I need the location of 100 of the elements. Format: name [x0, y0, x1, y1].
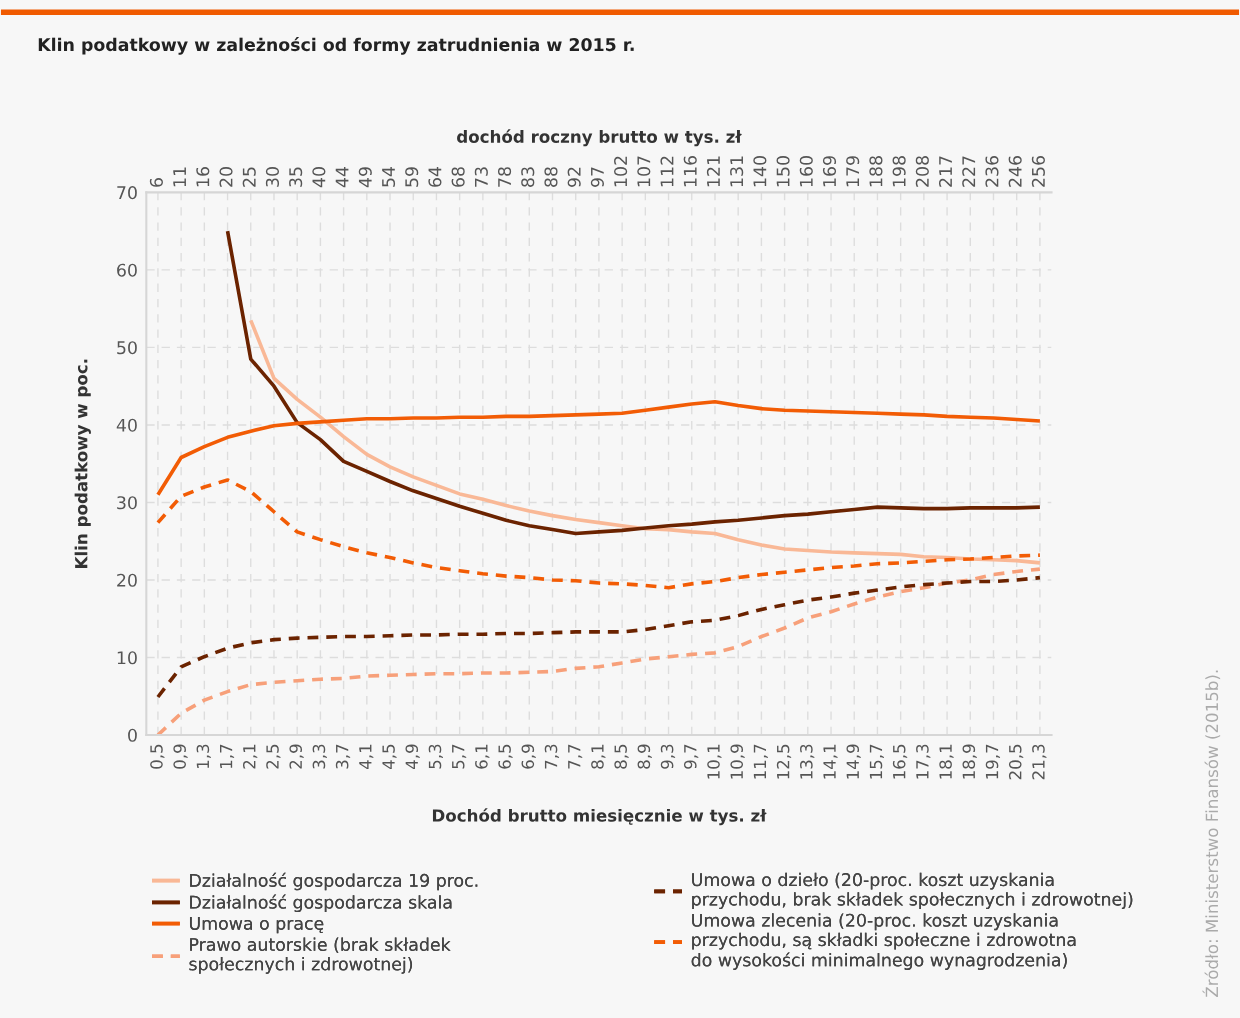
text: 107 [637, 156, 651, 187]
x-tick-label: 8,1 [591, 744, 606, 769]
x-tick-label: 8,5 [614, 744, 629, 769]
x-tick-label: 2,5 [266, 744, 281, 769]
y-tick-label: 0 [128, 728, 137, 742]
text: 236 [985, 156, 999, 187]
text: 49 [358, 167, 372, 188]
x-tick-label: 3,3 [312, 744, 327, 769]
text: 188 [869, 156, 883, 187]
x-axis-title: Dochód brutto miesięcznie w tys. zł [432, 808, 767, 826]
x-tick-label: 13,3 [800, 744, 815, 779]
x-tick-label: 20,5 [1008, 744, 1024, 780]
x-tick-label: 4,1 [359, 744, 374, 770]
text: 102 [614, 156, 628, 187]
x-tick-label: 3,7 [335, 744, 351, 769]
text: 92 [567, 167, 581, 187]
y-tick-label: 70 [117, 186, 137, 200]
text: 131 [730, 156, 744, 187]
text: 6 [149, 178, 163, 187]
text: 44 [335, 166, 349, 188]
y-tick-label: 40 [116, 418, 137, 432]
text: 68 [451, 167, 465, 187]
text: 116 [683, 156, 697, 187]
x-tick-label: 2,9 [289, 744, 304, 769]
y-tick-label: 30 [117, 496, 137, 510]
x-tick-label: 5,3 [428, 744, 443, 769]
text: 97 [590, 167, 604, 187]
x-tick-label: 10,9 [730, 744, 745, 779]
text: 35 [289, 167, 303, 187]
x-tick-label: 2,1 [243, 744, 258, 769]
y-tick-label: 10 [117, 651, 137, 665]
x-tick-label: 1,7 [220, 744, 235, 768]
x-tick-label: 7,3 [544, 744, 560, 769]
x2-axis-title: dochód roczny brutto w tys. zł [457, 129, 742, 147]
x-tick-label: 19,7 [985, 744, 1001, 779]
text: 30 [265, 167, 280, 187]
x-tick-label: 5,7 [452, 744, 467, 769]
legend-label: Umowa zlecenia (20-proc. koszt uzyskania przychodu, są składki społeczne i zdrowotna do wysokości minimalnego wynagrodzenia) [691, 913, 1076, 970]
x-tick-label: 12,5 [776, 744, 792, 779]
legend-label: Umowa o pracę [189, 916, 324, 934]
x-tick-label: 18,1 [939, 744, 954, 779]
y-tick-label: 50 [117, 341, 137, 355]
text: 150 [776, 156, 790, 187]
y-tick-label: 20 [117, 573, 137, 587]
text: 140 [753, 156, 767, 187]
text: 169 [822, 156, 837, 187]
text: 88 [544, 167, 558, 187]
text: 160 [799, 156, 813, 187]
text: 54 [382, 166, 396, 187]
line-series [156, 575, 1042, 699]
text: 227 [962, 156, 976, 187]
x-tick-label: 10,1 [707, 744, 722, 779]
text: 64 [428, 166, 442, 187]
text: Źródło: Ministerstwo Finansów (2015b). [1202, 670, 1221, 997]
text: 256 [1031, 156, 1045, 187]
text: 59 [405, 167, 419, 187]
text: 121 [706, 156, 720, 187]
text: 112 [660, 156, 674, 187]
text: 40 [312, 167, 326, 188]
x-tick-label: 1,3 [196, 744, 211, 768]
line-series [156, 567, 1042, 735]
x-tick-label: 0,5 [150, 744, 165, 769]
x-tick-label: 9,3 [660, 744, 676, 769]
y-tick-label: 60 [117, 263, 137, 277]
x-tick-label: 15,7 [869, 744, 884, 779]
x-tick-label: 6,5 [498, 744, 513, 769]
text: 208 [915, 156, 929, 187]
line-series [156, 478, 1042, 590]
legend-label: Działalność gospodarcza skala [190, 894, 452, 913]
text: 83 [521, 167, 535, 187]
x-tick-label: 6,1 [475, 744, 490, 769]
chart-title: Klin podatkowy w zależności od formy zatrudnienia w 2015 r. [38, 36, 634, 55]
text: 11 [173, 167, 186, 187]
text: 20 [219, 167, 233, 187]
x-tick-label: 14,9 [846, 744, 861, 779]
text: 179 [846, 156, 860, 187]
x-tick-label: 18,9 [962, 744, 977, 779]
x-tick-label: 6,9 [521, 744, 536, 769]
line-series [248, 318, 1042, 565]
x-tick-label: 14,1 [823, 744, 838, 779]
text: 198 [892, 156, 906, 187]
line-series [225, 229, 1042, 536]
x-tick-label: 4,5 [382, 744, 397, 770]
legend-label: Działalność gospodarcza 19 proc. [190, 872, 478, 891]
text: 217 [938, 156, 952, 187]
x-tick-label: 17,3 [916, 744, 931, 779]
x-tick-label: 11,7 [753, 744, 768, 779]
x-tick-label: 21,3 [1032, 744, 1047, 780]
text: 78 [497, 167, 512, 187]
x-tick-label: 16,5 [892, 744, 908, 779]
text: 73 [474, 167, 488, 187]
legend-label: Umowa o dzieło (20-proc. koszt uzyskania przychodu, brak składek społecznych i zdrowotnej) [692, 872, 1133, 910]
legend-label: Prawo autorskie (brak składek społecznych i zdrowotnej) [189, 937, 451, 974]
x-tick-label: 7,7 [568, 744, 583, 769]
x-tick-label: 9,7 [683, 744, 699, 769]
y-axis-title: Klin podatkowy w poc. [74, 359, 91, 568]
line-series [156, 399, 1042, 497]
text: 25 [242, 167, 256, 187]
x-tick-label: 0,9 [173, 744, 188, 769]
text: 246 [1008, 156, 1022, 187]
